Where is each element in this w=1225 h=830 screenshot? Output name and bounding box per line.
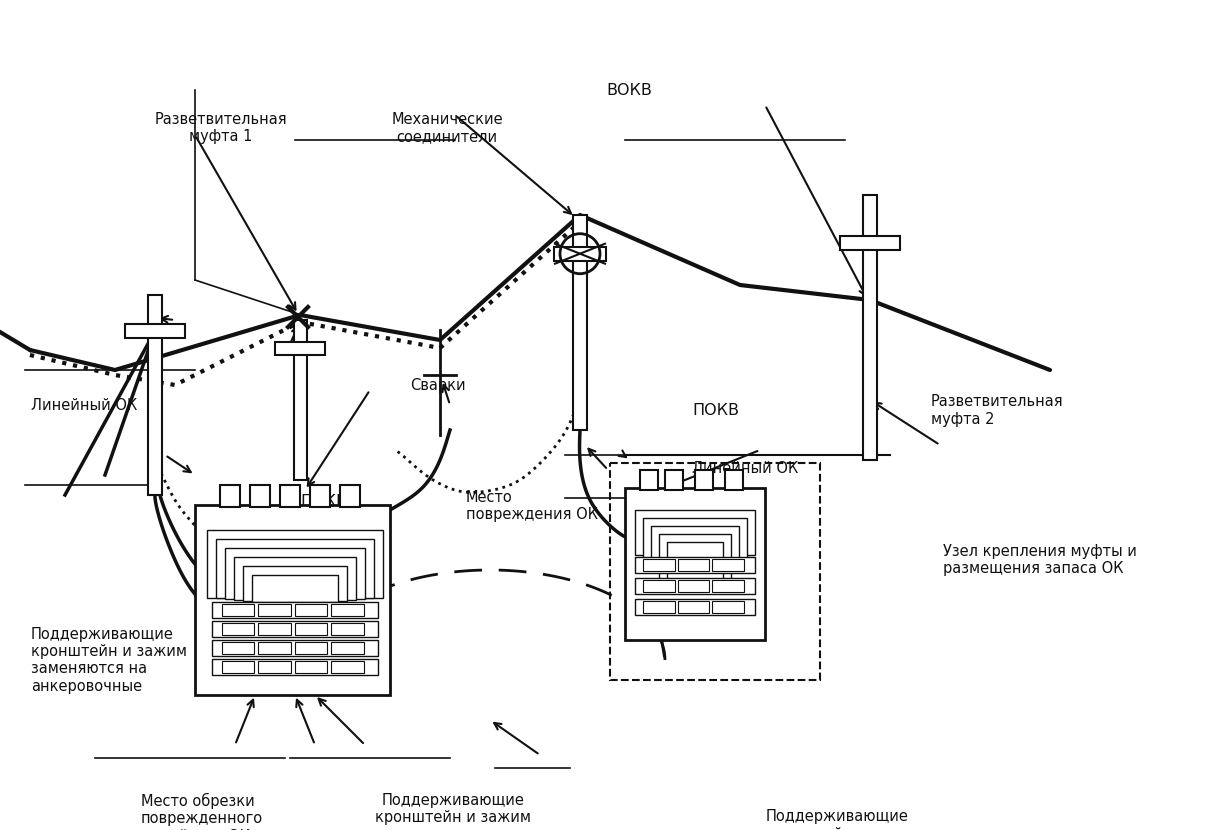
- Bar: [212, 602, 377, 618]
- Bar: [281, 485, 300, 507]
- Text: Место
повреждения ОК: Место повреждения ОК: [466, 490, 598, 522]
- Bar: [665, 470, 684, 490]
- Bar: [310, 485, 330, 507]
- Bar: [195, 505, 390, 695]
- Bar: [295, 623, 327, 635]
- Bar: [258, 604, 290, 616]
- Bar: [212, 659, 377, 675]
- Bar: [573, 215, 587, 430]
- Bar: [222, 623, 255, 635]
- Bar: [643, 601, 675, 613]
- Bar: [258, 642, 290, 653]
- Bar: [225, 548, 365, 599]
- Bar: [635, 510, 755, 554]
- Bar: [677, 601, 709, 613]
- Bar: [212, 621, 377, 637]
- Bar: [295, 642, 327, 653]
- Bar: [666, 542, 723, 587]
- Text: ПОКВ: ПОКВ: [692, 403, 739, 417]
- Bar: [222, 642, 255, 653]
- Bar: [712, 580, 744, 592]
- Bar: [258, 623, 290, 635]
- Bar: [243, 566, 347, 601]
- Bar: [148, 295, 162, 495]
- Bar: [639, 470, 658, 490]
- Bar: [295, 604, 327, 616]
- Bar: [258, 661, 290, 672]
- Text: Разветвительная
муфта 1: Разветвительная муфта 1: [154, 112, 287, 144]
- Bar: [331, 623, 364, 635]
- Bar: [677, 580, 709, 592]
- Bar: [659, 534, 731, 579]
- Bar: [125, 324, 185, 338]
- Bar: [643, 580, 675, 592]
- Bar: [650, 526, 739, 571]
- Bar: [712, 559, 744, 571]
- Bar: [331, 661, 364, 672]
- Text: Сварки: Сварки: [410, 378, 466, 393]
- Bar: [212, 640, 377, 656]
- Text: Место обрезки
поврежденного
линейного ОК: Место обрезки поврежденного линейного ОК: [141, 793, 263, 830]
- Text: Поддерживающие
кронштейн и зажим: Поддерживающие кронштейн и зажим: [766, 809, 921, 830]
- Bar: [207, 530, 382, 598]
- Bar: [712, 601, 744, 613]
- Bar: [331, 642, 364, 653]
- Text: Разветвительная
муфта 2: Разветвительная муфта 2: [931, 394, 1063, 427]
- Bar: [274, 342, 325, 355]
- Bar: [643, 518, 747, 563]
- Bar: [677, 559, 709, 571]
- Text: ВОКВ: ВОКВ: [606, 83, 652, 98]
- Bar: [635, 557, 755, 574]
- Bar: [222, 661, 255, 672]
- Bar: [331, 604, 364, 616]
- Text: Узел крепления муфты и
размещения запаса ОК: Узел крепления муфты и размещения запаса…: [943, 544, 1137, 576]
- Bar: [341, 485, 360, 507]
- Bar: [234, 557, 355, 600]
- Bar: [250, 485, 270, 507]
- Bar: [222, 604, 255, 616]
- Text: Линейный ОК: Линейный ОК: [31, 398, 137, 413]
- Bar: [725, 470, 744, 490]
- Bar: [220, 485, 240, 507]
- Bar: [294, 320, 306, 480]
- Bar: [840, 236, 900, 250]
- Text: ПОКВ: ПОКВ: [300, 494, 347, 509]
- Text: Поддерживающие
кронштейн и зажим
заменяются на
анкеровочные: Поддерживающие кронштейн и зажим заменяю…: [31, 627, 186, 694]
- Bar: [862, 195, 877, 460]
- Text: Механические
соединители: Механические соединители: [391, 112, 503, 144]
- Bar: [295, 661, 327, 672]
- Bar: [695, 470, 713, 490]
- Bar: [635, 578, 755, 594]
- Bar: [554, 247, 606, 261]
- Text: Линейный ОК: Линейный ОК: [692, 461, 799, 476]
- Bar: [625, 488, 764, 640]
- Bar: [643, 559, 675, 571]
- Text: Поддерживающие
кронштейн и зажим
заменяются на
анкеровочные: Поддерживающие кронштейн и зажим заменяю…: [375, 793, 532, 830]
- Bar: [216, 539, 374, 598]
- Bar: [610, 463, 820, 680]
- Bar: [635, 598, 755, 615]
- Bar: [252, 575, 338, 602]
